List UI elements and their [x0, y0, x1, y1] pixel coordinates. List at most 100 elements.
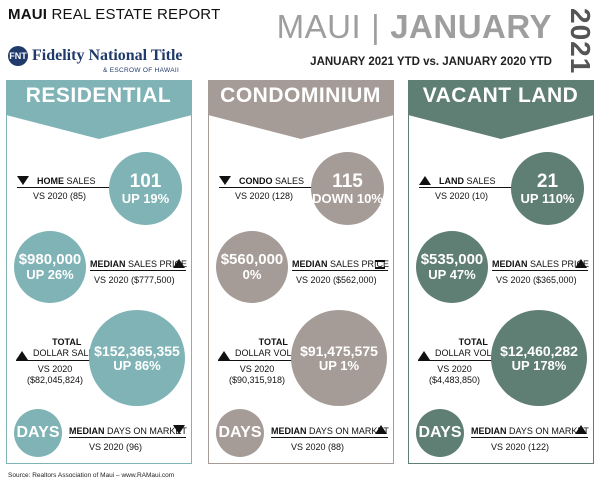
sales-label: HOME SALES	[37, 176, 96, 186]
days-underline	[471, 437, 588, 438]
region-month-title: MAUI | JANUARY	[277, 8, 552, 46]
days-vs-2020: VS 2020 (122)	[491, 442, 550, 452]
sales-vs-2020: VS 2020 (10)	[435, 191, 489, 201]
volume-change: UP 1%	[318, 357, 360, 373]
price-vs-2020: VS 2020 ($365,000)	[496, 275, 577, 285]
volume-label: TOTAL DOLLAR VOLUME	[435, 337, 512, 358]
sales-trend-down-icon	[17, 176, 29, 185]
price-trend-equal-icon	[375, 260, 385, 269]
volume-value: $152,365,355	[94, 342, 180, 359]
logo-subtitle: & ESCROW OF HAWAII	[103, 67, 180, 74]
days-underline	[69, 437, 186, 438]
sales-label: LAND SALES	[439, 176, 496, 186]
report-title-bold: MAUI	[8, 6, 48, 23]
sales-circle: 21 UP 110%	[511, 152, 584, 225]
days-trend-down-icon	[173, 425, 185, 434]
days-circle: DAYS	[416, 409, 464, 457]
source-note: Source: Realtors Association of Maui – w…	[8, 472, 175, 479]
volume-label: TOTAL DOLLAR VOLUME	[235, 337, 312, 358]
price-label: MEDIAN SALES PRICE	[492, 259, 590, 269]
price-vs-2020: VS 2020 ($777,500)	[94, 275, 175, 285]
month-name: JANUARY	[390, 8, 552, 45]
price-change: 0%	[242, 267, 262, 283]
volume-underline	[418, 360, 494, 361]
price-underline	[492, 270, 588, 271]
volume-vs-2020: VS 2020 ($4,483,850)	[429, 364, 481, 385]
days-circle: DAYS	[216, 409, 264, 457]
sales-vs-2020: VS 2020 (85)	[33, 191, 87, 201]
year-label: 2021	[565, 8, 596, 75]
sales-underline	[219, 187, 325, 188]
days-underline	[271, 437, 388, 438]
volume-trend-up-icon	[16, 351, 28, 360]
days-circle: DAYS	[14, 409, 62, 457]
days-label: MEDIAN DAYS ON MARKET	[471, 426, 589, 436]
volume-change: UP 178%	[511, 357, 567, 373]
column-banner: VACANT LAND	[407, 81, 594, 139]
region-name: MAUI	[276, 8, 362, 45]
report-title: MAUI REAL ESTATE REPORT	[8, 6, 220, 23]
column-banner: CONDOMINIUM	[207, 81, 394, 139]
days-label: MEDIAN DAYS ON MARKET	[271, 426, 389, 436]
days-vs-2020: VS 2020 (96)	[89, 442, 143, 452]
volume-vs-2020: VS 2020 ($90,315,918)	[229, 364, 286, 385]
price-label: MEDIAN SALES PRICE	[292, 259, 390, 269]
volume-circle: $91,475,575 UP 1%	[291, 310, 387, 406]
volume-trend-up-icon	[418, 351, 430, 360]
sales-change: UP 110%	[520, 190, 575, 206]
price-underline	[292, 270, 388, 271]
price-value: $560,000	[220, 251, 284, 269]
sales-underline	[419, 187, 525, 188]
price-vs-2020: VS 2020 ($562,000)	[296, 275, 377, 285]
sales-underline	[17, 187, 123, 188]
sales-value: 101	[129, 170, 162, 192]
days-value: DAYS	[218, 423, 262, 441]
sales-circle: 115 DOWN 10%	[311, 152, 384, 225]
year-vertical: 2021	[562, 6, 598, 75]
column-banner: RESIDENTIAL	[5, 81, 192, 139]
volume-value: $12,460,282	[500, 342, 578, 359]
logo-name: Fidelity National Title	[32, 47, 183, 64]
price-trend-up-icon	[173, 259, 185, 268]
days-trend-up-icon	[375, 425, 387, 434]
volume-underline	[16, 360, 92, 361]
logo-seal-icon: FNT	[8, 46, 28, 66]
volume-circle: $12,460,282 UP 178%	[491, 310, 587, 406]
sales-vs-2020: VS 2020 (128)	[235, 191, 294, 201]
days-label: MEDIAN DAYS ON MARKET	[69, 426, 187, 436]
sales-value: 115	[332, 170, 363, 192]
column-vacant-land: VACANT LAND LAND SALES VS 2020 (10) 21 U…	[407, 80, 594, 464]
days-trend-up-icon	[575, 425, 587, 434]
volume-change: UP 86%	[113, 357, 161, 373]
volume-vs-2020: VS 2020 ($82,045,824)	[27, 364, 84, 385]
sales-value: 21	[536, 170, 559, 192]
price-circle: $535,000 UP 47%	[416, 231, 488, 303]
volume-trend-up-icon	[218, 351, 230, 360]
volume-value: $91,475,575	[300, 342, 378, 359]
price-trend-up-icon	[575, 259, 587, 268]
report-title-rest: REAL ESTATE REPORT	[51, 6, 221, 23]
price-circle: $980,000 UP 26%	[14, 231, 86, 303]
price-change: UP 47%	[428, 267, 476, 283]
days-value: DAYS	[16, 423, 60, 441]
column-residential: RESIDENTIAL HOME SALES VS 2020 (85) 101 …	[5, 80, 192, 464]
column-condominium: CONDOMINIUM CONDO SALES VS 2020 (128) 11…	[207, 80, 394, 464]
price-underline	[90, 270, 186, 271]
price-label: MEDIAN SALES PRICE	[90, 259, 188, 269]
price-value: $980,000	[18, 251, 82, 269]
sales-label: CONDO SALES	[239, 176, 305, 186]
price-change: UP 26%	[26, 267, 74, 283]
sales-circle: 101 UP 19%	[109, 152, 182, 225]
sales-change: UP 19%	[121, 190, 170, 206]
column-title: RESIDENTIAL	[25, 84, 172, 107]
price-value: $535,000	[420, 251, 484, 269]
column-title: VACANT LAND	[422, 84, 579, 107]
company-logo: FNT Fidelity National Title	[8, 44, 183, 68]
sales-trend-down-icon	[219, 176, 231, 185]
volume-label: TOTAL DOLLAR SALES	[33, 337, 101, 358]
volume-underline	[218, 360, 294, 361]
comparison-subtitle: JANUARY 2021 YTD vs. JANUARY 2020 YTD	[310, 56, 552, 68]
column-title: CONDOMINIUM	[220, 84, 381, 107]
title-separator: |	[371, 8, 381, 45]
volume-circle: $152,365,355 UP 86%	[89, 310, 185, 406]
